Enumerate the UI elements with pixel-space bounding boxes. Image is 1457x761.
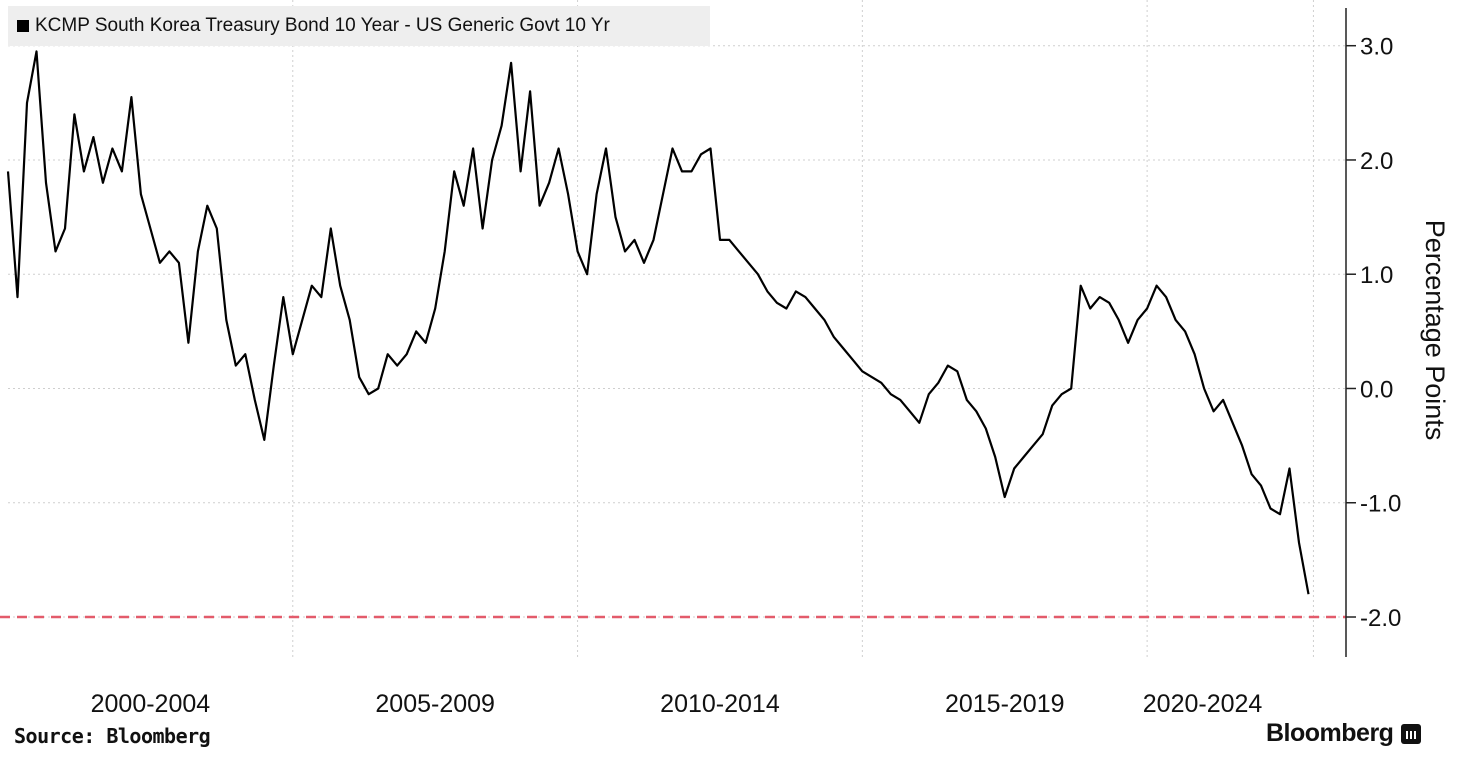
x-tick-label: 2010-2014 xyxy=(660,690,780,718)
brand-text: Bloomberg xyxy=(1266,719,1394,747)
grid xyxy=(8,0,1346,657)
y-tick-label: 2.0 xyxy=(1360,148,1393,175)
y-tick-label: 0.0 xyxy=(1360,376,1393,403)
series-layer xyxy=(6,50,1310,595)
x-tick-label: 2005-2009 xyxy=(375,690,495,718)
y-tick-label: 1.0 xyxy=(1360,262,1393,289)
y-tick-label: 3.0 xyxy=(1360,34,1393,61)
series-line xyxy=(6,50,1310,595)
x-tick-label: 2015-2019 xyxy=(945,690,1065,718)
legend-label: KCMP South Korea Treasury Bond 10 Year -… xyxy=(35,15,610,36)
y-tick-label: -1.0 xyxy=(1360,491,1401,518)
y-axis-label: Percentage Points xyxy=(1420,220,1450,441)
legend-swatch xyxy=(17,20,29,32)
axes: 3.0 2.0 1.0 0.0 -1.0 -2.0 2000-2004 2005-2009 20… xyxy=(91,8,1401,718)
x-tick-label: 2000-2004 xyxy=(91,690,211,718)
y-tick-label: -2.0 xyxy=(1360,605,1401,632)
brand-logo: Bloomberg xyxy=(1266,719,1422,748)
legend: KCMP South Korea Treasury Bond 10 Year -… xyxy=(8,6,710,46)
bloomberg-terminal-icon xyxy=(1401,723,1422,744)
source-note: Source: Bloomberg xyxy=(14,724,211,748)
x-tick-label: 2020-2024 xyxy=(1143,690,1263,718)
